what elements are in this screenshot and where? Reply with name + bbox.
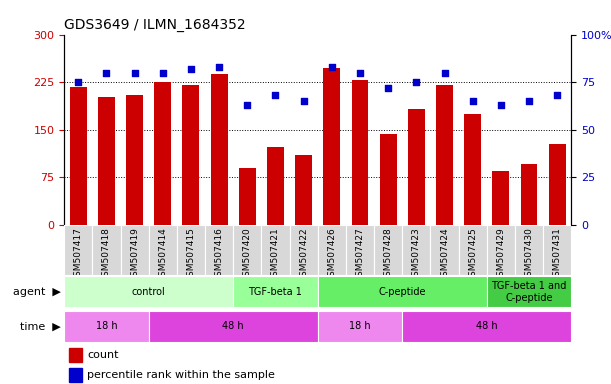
Bar xyxy=(543,225,571,275)
Bar xyxy=(148,225,177,275)
Text: GSM507419: GSM507419 xyxy=(130,227,139,282)
Bar xyxy=(430,225,459,275)
Point xyxy=(552,92,562,98)
Bar xyxy=(318,225,346,275)
Bar xyxy=(211,74,227,225)
Point xyxy=(130,70,139,76)
Point xyxy=(327,64,337,70)
Bar xyxy=(98,97,115,225)
Point xyxy=(158,70,167,76)
Text: percentile rank within the sample: percentile rank within the sample xyxy=(87,370,275,380)
Bar xyxy=(233,225,262,275)
Bar xyxy=(521,164,538,225)
Bar xyxy=(318,311,402,342)
Text: 48 h: 48 h xyxy=(476,321,497,331)
Text: GSM507423: GSM507423 xyxy=(412,227,421,282)
Bar xyxy=(487,225,515,275)
Bar xyxy=(233,276,318,307)
Text: GDS3649 / ILMN_1684352: GDS3649 / ILMN_1684352 xyxy=(64,18,246,32)
Text: 18 h: 18 h xyxy=(349,321,371,331)
Text: GSM507417: GSM507417 xyxy=(74,227,82,282)
Point xyxy=(440,70,450,76)
Bar xyxy=(148,311,318,342)
Bar xyxy=(295,155,312,225)
Point xyxy=(73,79,83,85)
Text: GSM507422: GSM507422 xyxy=(299,227,308,282)
Text: TGF-beta 1 and
C-peptide: TGF-beta 1 and C-peptide xyxy=(491,281,567,303)
Text: agent  ▶: agent ▶ xyxy=(13,287,61,297)
Bar xyxy=(92,225,120,275)
Bar xyxy=(64,311,148,342)
Point xyxy=(186,66,196,72)
Bar xyxy=(464,114,481,225)
Point xyxy=(299,98,309,104)
Point xyxy=(101,70,111,76)
Text: GSM507430: GSM507430 xyxy=(524,227,533,282)
Point xyxy=(496,102,506,108)
Text: GSM507429: GSM507429 xyxy=(496,227,505,282)
Bar xyxy=(346,225,374,275)
Text: GSM507425: GSM507425 xyxy=(468,227,477,282)
Text: GSM507415: GSM507415 xyxy=(186,227,196,282)
Bar xyxy=(155,82,171,225)
Point xyxy=(468,98,478,104)
Bar xyxy=(205,225,233,275)
Text: control: control xyxy=(132,287,166,297)
Text: GSM507426: GSM507426 xyxy=(327,227,336,282)
Text: GSM507428: GSM507428 xyxy=(384,227,393,282)
Bar xyxy=(267,147,284,225)
Bar xyxy=(69,368,82,382)
Bar xyxy=(239,168,256,225)
Bar xyxy=(379,134,397,225)
Text: 48 h: 48 h xyxy=(222,321,244,331)
Bar xyxy=(262,225,290,275)
Point xyxy=(411,79,421,85)
Bar xyxy=(408,109,425,225)
Bar xyxy=(64,276,233,307)
Text: GSM507421: GSM507421 xyxy=(271,227,280,282)
Text: GSM507414: GSM507414 xyxy=(158,227,167,282)
Bar xyxy=(351,80,368,225)
Text: count: count xyxy=(87,350,119,360)
Bar xyxy=(64,225,92,275)
Bar xyxy=(374,225,402,275)
Bar xyxy=(177,225,205,275)
Text: 18 h: 18 h xyxy=(95,321,117,331)
Bar xyxy=(492,171,510,225)
Bar xyxy=(515,225,543,275)
Point xyxy=(271,92,280,98)
Bar xyxy=(459,225,487,275)
Bar xyxy=(323,68,340,225)
Point xyxy=(355,70,365,76)
Bar xyxy=(120,225,148,275)
Text: GSM507431: GSM507431 xyxy=(553,227,562,282)
Text: GSM507420: GSM507420 xyxy=(243,227,252,282)
Bar xyxy=(126,95,143,225)
Point xyxy=(383,85,393,91)
Bar xyxy=(183,85,199,225)
Bar xyxy=(436,85,453,225)
Text: C-peptide: C-peptide xyxy=(378,287,426,297)
Bar xyxy=(549,144,566,225)
Point xyxy=(524,98,534,104)
Text: GSM507416: GSM507416 xyxy=(214,227,224,282)
Point xyxy=(214,64,224,70)
Bar xyxy=(318,276,487,307)
Bar xyxy=(402,225,430,275)
Text: GSM507427: GSM507427 xyxy=(356,227,365,282)
Bar xyxy=(402,311,571,342)
Bar xyxy=(70,86,87,225)
Text: TGF-beta 1: TGF-beta 1 xyxy=(249,287,302,297)
Text: time  ▶: time ▶ xyxy=(20,321,61,331)
Text: GSM507424: GSM507424 xyxy=(440,227,449,282)
Text: GSM507418: GSM507418 xyxy=(102,227,111,282)
Bar xyxy=(290,225,318,275)
Bar xyxy=(69,348,82,362)
Point xyxy=(243,102,252,108)
Bar xyxy=(487,276,571,307)
